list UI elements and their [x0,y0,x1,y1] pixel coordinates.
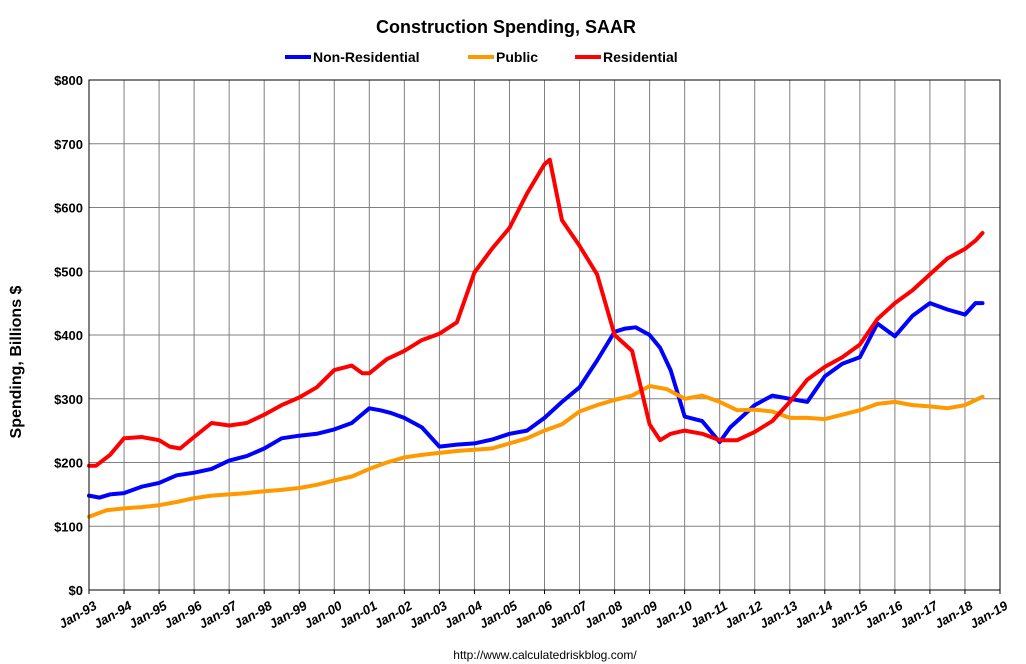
x-tick-label: Jan-10 [652,598,696,632]
x-tick-label: Jan-16 [862,598,906,632]
x-tick-label: Jan-12 [722,598,766,632]
x-tick-label: Jan-00 [301,598,345,632]
y-tick-label: $600 [54,201,83,216]
x-tick-label: Jan-18 [932,598,976,632]
chart-title: Construction Spending, SAAR [376,17,636,37]
x-tick-label: Jan-99 [266,598,310,632]
y-tick-label: $700 [54,137,83,152]
x-tick-label: Jan-01 [336,598,379,632]
y-tick-label: $100 [54,519,83,534]
x-tick-label: Jan-07 [547,598,591,632]
x-tick-label: Jan-06 [512,598,556,632]
x-tick-label: Jan-15 [827,598,871,632]
grid [88,79,1001,591]
legend-item-public: Public [468,49,538,65]
x-tick-label: Jan-13 [757,598,801,632]
x-tick-label: Jan-98 [231,598,275,632]
x-tick-label: Jan-09 [617,598,661,632]
x-tick-label: Jan-08 [582,598,626,632]
x-tick-label: Jan-11 [688,598,730,631]
series-line-residential [87,157,985,468]
legend-label-residential: Residential [603,49,678,65]
x-tick-label: Jan-05 [477,598,521,632]
y-tick-label: $400 [54,328,83,343]
y-axis-ticks: $0 $100 $200 $300 $400 $500 $600 $700 $800 [54,73,83,598]
legend-item-non-residential: Non-Residential [285,49,420,65]
legend-item-residential: Residential [575,49,678,65]
series-layer [87,157,985,519]
x-tick-label: Jan-14 [792,598,836,632]
x-tick-label: Jan-02 [371,598,415,632]
series-line-public [87,384,985,519]
x-tick-label: Jan-17 [897,598,941,632]
x-tick-label: Jan-94 [91,598,135,632]
y-tick-label: $200 [54,456,83,471]
x-tick-label: Jan-04 [442,598,486,632]
x-tick-label: Jan-03 [406,598,450,632]
y-tick-label: $800 [54,73,83,88]
legend-label-non-residential: Non-Residential [313,49,420,65]
source-url: http://www.calculatedriskblog.com/ [453,648,637,662]
y-tick-label: $0 [69,583,83,598]
x-tick-label: Jan-97 [196,598,240,632]
legend: Non-Residential Public Residential [285,49,678,65]
x-tick-label: Jan-95 [126,598,170,632]
x-tick-label: Jan-19 [967,598,1011,632]
y-tick-label: $300 [54,392,83,407]
y-tick-label: $500 [54,264,83,279]
x-axis-ticks: Jan-93Jan-94Jan-95Jan-96Jan-97Jan-98Jan-… [56,590,1011,632]
y-axis-label: Spending, Billions $ [8,285,25,438]
legend-label-public: Public [496,49,538,65]
series-line-non-residential [87,301,985,500]
x-tick-label: Jan-96 [161,598,205,632]
x-tick-label: Jan-93 [56,598,100,632]
